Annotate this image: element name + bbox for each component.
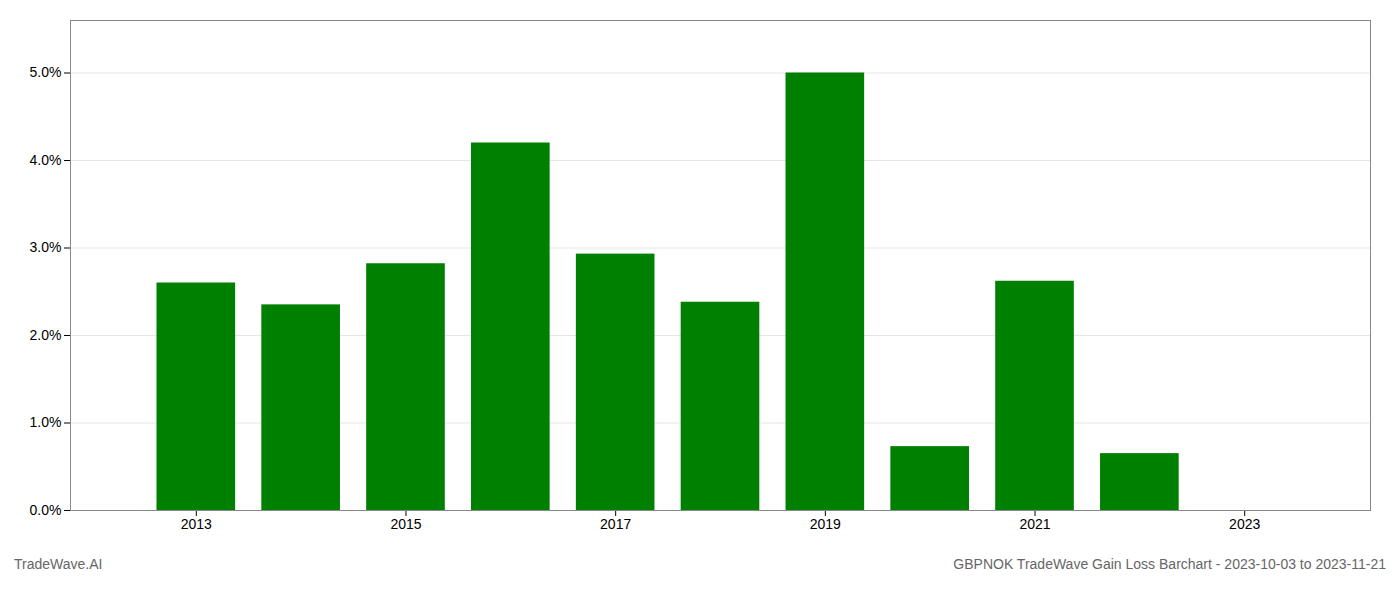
- svg-text:0.0%: 0.0%: [30, 502, 62, 518]
- svg-text:4.0%: 4.0%: [30, 152, 62, 168]
- svg-text:2013: 2013: [181, 516, 212, 532]
- svg-text:3.0%: 3.0%: [30, 239, 62, 255]
- svg-text:5.0%: 5.0%: [30, 64, 62, 80]
- svg-text:2019: 2019: [810, 516, 841, 532]
- svg-text:2023: 2023: [1229, 516, 1260, 532]
- svg-text:2015: 2015: [390, 516, 421, 532]
- svg-text:2021: 2021: [1019, 516, 1050, 532]
- svg-text:1.0%: 1.0%: [30, 414, 62, 430]
- svg-text:2017: 2017: [600, 516, 631, 532]
- svg-text:2.0%: 2.0%: [30, 327, 62, 343]
- html-text:TradeWave.AI: TradeWave.AI: [14, 556, 103, 572]
- html-text:GBPNOK TradeWave Gain Loss Bar: GBPNOK TradeWave Gain Loss Barchart - 20…: [953, 556, 1386, 572]
